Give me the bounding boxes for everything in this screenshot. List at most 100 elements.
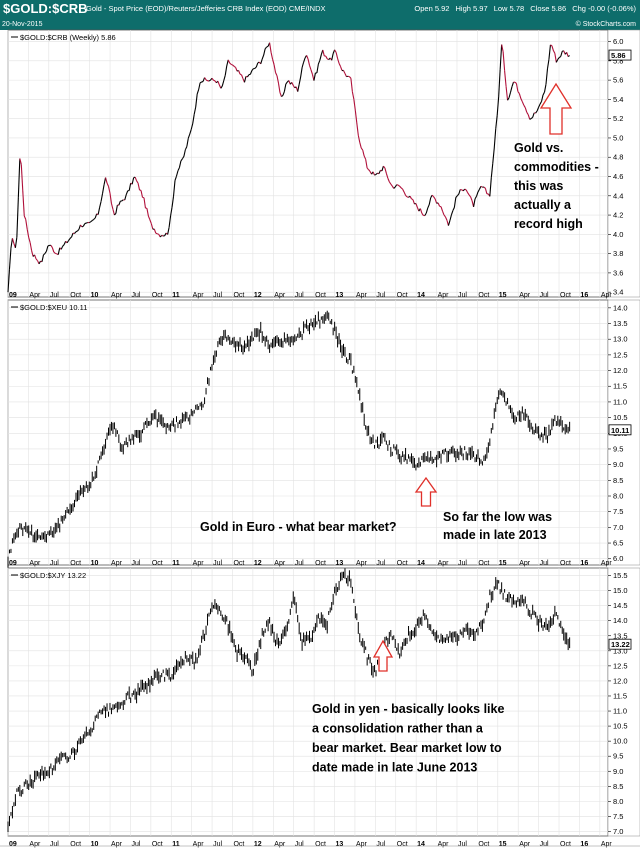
annotation-euro-low: made in late 2013 bbox=[443, 528, 547, 542]
series-segment bbox=[205, 79, 208, 82]
series-segment bbox=[449, 214, 452, 221]
x-tick-label: 13 bbox=[336, 292, 344, 299]
series-segment bbox=[419, 208, 423, 214]
series-segment bbox=[183, 149, 186, 157]
y-tick-label: 9.0 bbox=[613, 460, 623, 469]
series-segment bbox=[424, 212, 427, 216]
series-segment bbox=[125, 190, 129, 195]
series-segment bbox=[529, 118, 532, 120]
series-segment bbox=[128, 182, 132, 191]
annotation-gold-in-yen: a consolidation rather than a bbox=[312, 722, 484, 736]
series-segment bbox=[523, 104, 526, 108]
series-segment bbox=[306, 55, 309, 60]
x-tick-label: Apr bbox=[356, 560, 368, 567]
series-segment bbox=[66, 240, 70, 244]
y-tick-label: 11.5 bbox=[613, 691, 627, 700]
x-tick-label: Apr bbox=[111, 292, 123, 299]
symbol-description: Gold - Spot Price (EOD)/Reuters/Jefferie… bbox=[86, 4, 326, 13]
x-tick-label: Apr bbox=[274, 292, 286, 299]
series-segment bbox=[25, 219, 28, 230]
series-segment bbox=[393, 186, 396, 189]
series-segment bbox=[372, 171, 376, 176]
x-tick-label: 10 bbox=[91, 560, 99, 567]
x-tick-label: 13 bbox=[336, 560, 344, 567]
y-tick-label: 15.5 bbox=[613, 571, 628, 580]
series-segment bbox=[282, 91, 285, 96]
y-tick-label: 8.0 bbox=[613, 797, 623, 806]
x-tick-label: 16 bbox=[580, 560, 588, 567]
series-segment bbox=[171, 196, 175, 208]
x-tick-label: 14 bbox=[417, 560, 425, 567]
x-tick-label: Oct bbox=[152, 292, 163, 299]
series-segment bbox=[468, 194, 472, 198]
series-segment bbox=[452, 207, 455, 211]
last-value-tag bbox=[608, 424, 632, 436]
series-segment bbox=[99, 201, 102, 208]
series-segment bbox=[31, 250, 34, 257]
x-tick-label: Jul bbox=[131, 841, 140, 848]
y-tick-label: 11.0 bbox=[613, 397, 627, 406]
series-segment bbox=[377, 172, 380, 175]
series-segment bbox=[170, 207, 173, 216]
series-segment bbox=[224, 65, 228, 76]
panel-label: $GOLD:$CRB (Weekly) 5.86 bbox=[20, 33, 116, 42]
series-segment bbox=[502, 51, 506, 71]
series-segment bbox=[69, 236, 72, 239]
x-tick-label: 09 bbox=[9, 560, 17, 567]
y-tick-label: 8.5 bbox=[613, 476, 623, 485]
x-tick-label: Apr bbox=[601, 292, 613, 299]
x-tick-label: Apr bbox=[111, 560, 123, 567]
annotation-gold-vs-commodities: actually a bbox=[514, 198, 572, 212]
series-segment bbox=[542, 91, 545, 96]
series-segment bbox=[437, 202, 441, 207]
series-segment bbox=[301, 62, 305, 68]
series-segment bbox=[484, 188, 488, 194]
series-segment bbox=[374, 173, 377, 176]
series-segment bbox=[150, 223, 154, 230]
series-segment bbox=[517, 91, 520, 94]
series-segment bbox=[202, 77, 206, 82]
series-segment bbox=[550, 44, 553, 47]
y-tick-label: 13.0 bbox=[613, 335, 628, 344]
y-tick-label: 13.5 bbox=[613, 319, 628, 328]
x-tick-label: Apr bbox=[519, 292, 531, 299]
series-segment bbox=[283, 83, 287, 92]
x-tick-label: Apr bbox=[356, 292, 368, 299]
series-segment bbox=[91, 218, 95, 221]
x-tick-label: 10 bbox=[91, 292, 99, 299]
series-segment bbox=[473, 198, 476, 207]
x-tick-label: Apr bbox=[519, 560, 531, 567]
y-tick-label: 9.0 bbox=[613, 767, 623, 776]
series-segment bbox=[524, 107, 528, 113]
series-segment bbox=[161, 234, 164, 237]
y-tick-label: 4.4 bbox=[613, 191, 623, 200]
series-segment bbox=[489, 177, 492, 197]
series-segment bbox=[17, 158, 21, 198]
series-segment bbox=[317, 60, 321, 65]
x-tick-label: 09 bbox=[9, 841, 17, 848]
x-tick-label: Oct bbox=[233, 560, 244, 567]
x-tick-label: Apr bbox=[193, 292, 205, 299]
series-segment bbox=[136, 180, 139, 184]
x-tick-label: Jul bbox=[295, 560, 304, 567]
series-segment bbox=[475, 191, 479, 197]
y-tick-label: 9.5 bbox=[613, 752, 623, 761]
ohlc-readout: Open 5.92 High 5.97 Low 5.78 Close 5.86 … bbox=[410, 4, 636, 13]
last-value-tag bbox=[608, 638, 632, 650]
series-segment bbox=[349, 76, 352, 79]
series-segment bbox=[55, 252, 57, 255]
annotation-gold-in-yen: date made in late June 2013 bbox=[312, 761, 477, 775]
series-segment bbox=[456, 193, 460, 197]
y-tick-label: 5.4 bbox=[613, 95, 623, 104]
series-segment bbox=[322, 49, 325, 57]
x-tick-label: Oct bbox=[315, 841, 326, 848]
series-segment bbox=[551, 45, 554, 51]
series-segment bbox=[44, 251, 47, 254]
x-tick-label: Oct bbox=[152, 560, 163, 567]
y-tick-label: 10.5 bbox=[613, 722, 628, 731]
x-tick-label: Oct bbox=[315, 292, 326, 299]
series-segment bbox=[88, 221, 92, 224]
series-segment bbox=[554, 53, 557, 63]
series-segment bbox=[431, 194, 435, 198]
series-segment bbox=[400, 187, 403, 190]
